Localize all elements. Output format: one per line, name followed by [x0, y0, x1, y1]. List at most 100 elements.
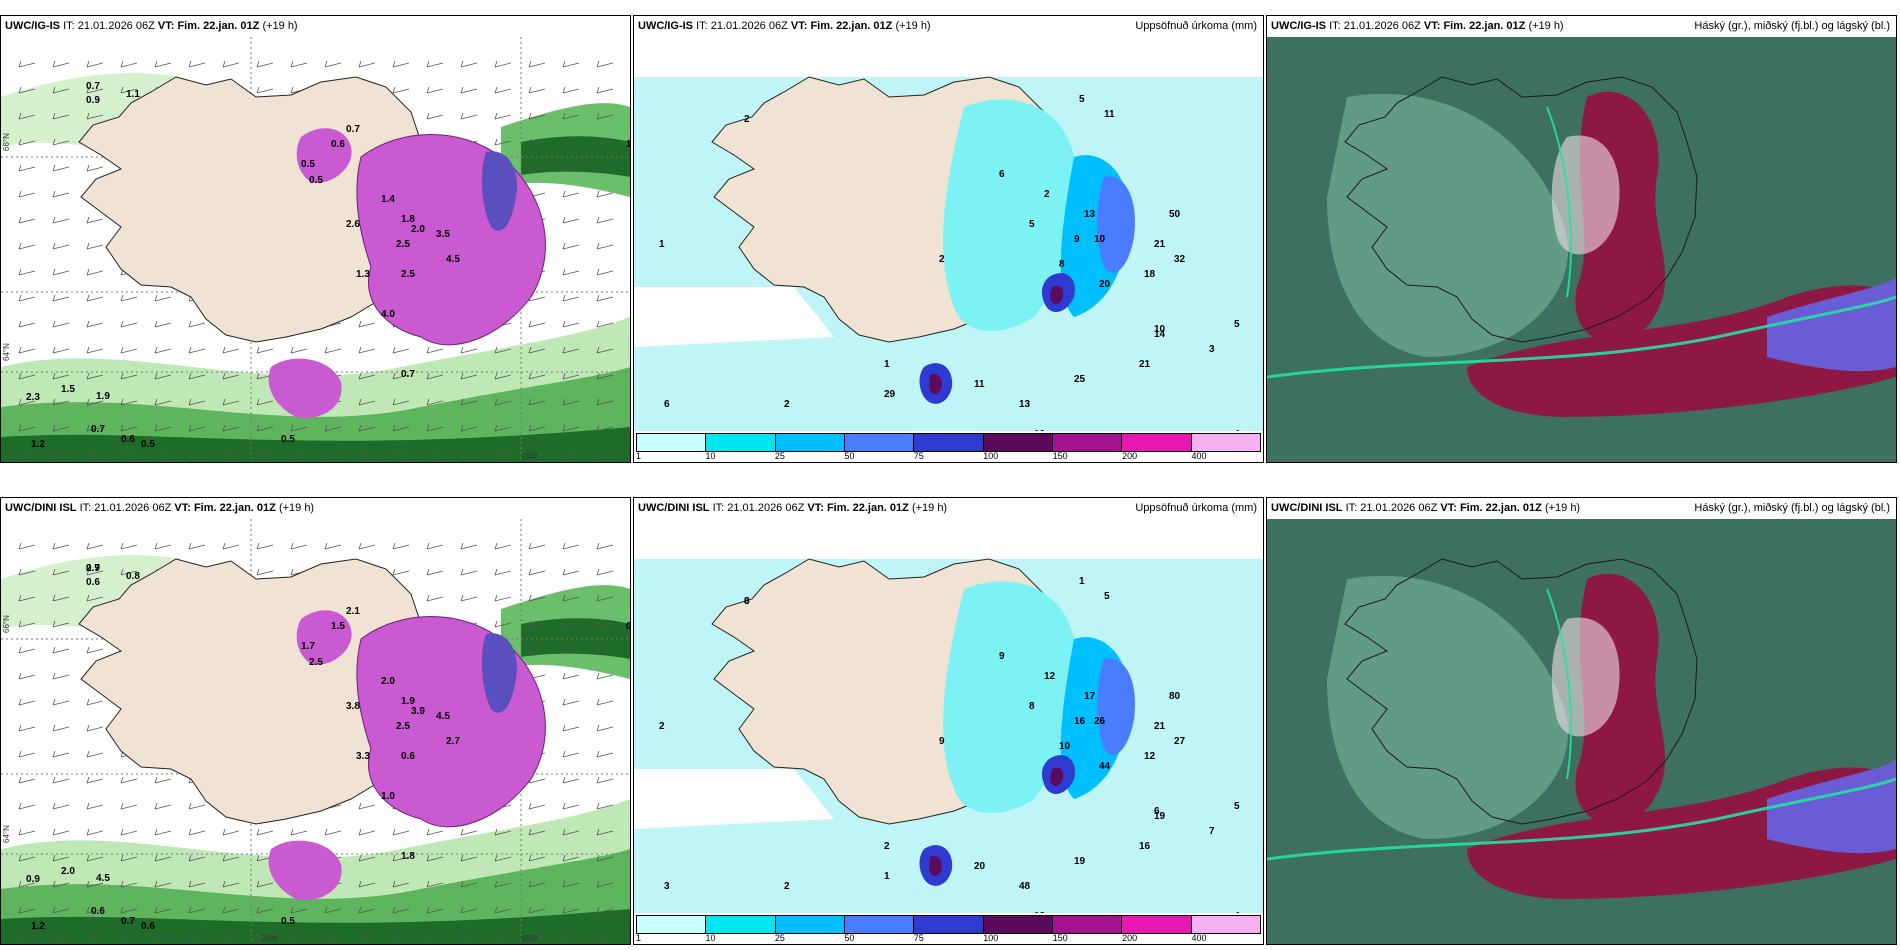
wind-barb: [18, 62, 36, 68]
wind-barb: [120, 778, 138, 784]
wind-barb-feather: [358, 60, 362, 68]
wind-barb: [290, 830, 308, 836]
wind-barb-feather: [562, 242, 566, 250]
snow-depth-label: 2.0: [411, 224, 425, 235]
wind-barb: [562, 622, 580, 628]
cloud-white-patch: [1551, 617, 1620, 737]
wind-barb-feather: [392, 86, 396, 94]
wind-barb: [86, 882, 104, 888]
wind-barb: [460, 62, 478, 68]
wind-barb: [120, 348, 138, 354]
wind-barb: [18, 400, 36, 406]
wind-barb: [120, 296, 138, 302]
wind-barb-feather: [86, 880, 90, 888]
precip-amount-label: 12: [1144, 751, 1156, 762]
snow-depth-label: 0.7: [346, 124, 360, 135]
wind-barb-feather: [562, 424, 566, 432]
wind-barb-feather: [528, 112, 532, 120]
wind-barb-feather: [596, 86, 600, 94]
snow-depth-label: 0.6: [86, 577, 100, 588]
lead-time: (+19 h): [1528, 20, 1564, 32]
wind-barb: [426, 348, 444, 354]
wind-barb: [222, 374, 240, 380]
wind-barb-feather: [494, 880, 498, 888]
wind-barb-feather: [392, 854, 396, 862]
wind-barb-feather: [256, 880, 260, 888]
legend-tick-label: 150: [1052, 933, 1068, 943]
precip-amount-label: 6: [744, 596, 750, 607]
wind-barb-feather: [256, 398, 260, 406]
wind-barb-feather: [596, 698, 600, 706]
wind-barb-feather: [358, 320, 362, 328]
wind-barb: [596, 452, 614, 458]
lat-edge-label: 64°N: [2, 825, 11, 843]
wind-barb: [596, 934, 614, 940]
wind-barb-feather: [392, 424, 396, 432]
snow-panel-row1: UWC/IG-IS IT: 21.01.2026 06Z VT: Fim. 22…: [0, 15, 631, 463]
wind-barb: [528, 166, 546, 172]
wind-barb-feather: [18, 594, 22, 602]
wind-barb: [188, 400, 206, 406]
wind-barb-feather: [86, 828, 90, 836]
precip-legend: 1 10 25 50 75 100 150 200 400: [634, 431, 1263, 462]
wind-barb-feather: [528, 880, 532, 888]
precip-legend: 1 10 25 50 75 100 150 200 400: [634, 913, 1263, 944]
wind-barb-feather: [426, 594, 430, 602]
wind-barb-feather: [494, 372, 498, 380]
wind-barb: [18, 700, 36, 706]
wind-barb-feather: [18, 164, 22, 172]
wind-barb-feather: [426, 568, 430, 576]
wind-barb-feather: [86, 242, 90, 250]
panel-header: UWC/DINI ISL IT: 21.01.2026 06Z VT: Fim.…: [634, 498, 1263, 519]
wind-barb: [562, 934, 580, 940]
precip-amount-label: 26: [1094, 716, 1106, 727]
wind-barb-feather: [188, 854, 192, 862]
it-value: 21.01.2026 06Z: [94, 502, 172, 514]
wind-barb: [392, 88, 410, 94]
it-value: 21.01.2026 06Z: [1360, 502, 1438, 514]
it-label: IT:: [696, 20, 708, 32]
wind-barb-feather: [52, 320, 56, 328]
wind-barb: [52, 674, 70, 680]
precip-amount-label: 7: [1209, 826, 1215, 837]
wind-barb-feather: [52, 138, 56, 146]
wind-barb-feather: [120, 880, 124, 888]
snow-depth-label: 3.8: [346, 701, 360, 712]
wind-barb: [426, 882, 444, 888]
snow-depth-label: 2.5: [309, 657, 323, 668]
wind-barb-feather: [120, 828, 124, 836]
precip-amount-label: 13: [1019, 399, 1031, 410]
wind-barb: [18, 778, 36, 784]
wind-barb: [18, 908, 36, 914]
snow-depth-label: 0.5: [281, 916, 295, 927]
it-label: IT:: [1345, 502, 1358, 514]
panel-header: UWC/DINI ISL IT: 21.01.2026 06Z VT: Fim.…: [1267, 498, 1896, 519]
wind-barb: [52, 934, 70, 940]
wind-barb: [596, 778, 614, 784]
wind-barb: [460, 570, 478, 576]
wind-barb-feather: [528, 542, 532, 550]
wind-barb-feather: [52, 594, 56, 602]
panel-header: UWC/DINI ISL IT: 21.01.2026 06Z VT: Fim.…: [1, 498, 630, 519]
wind-barb: [18, 192, 36, 198]
wind-barb: [52, 322, 70, 328]
wind-barb: [120, 322, 138, 328]
panel-header: UWC/IG-IS IT: 21.01.2026 06Z VT: Fim. 22…: [1, 16, 630, 37]
wind-barb-feather: [52, 854, 56, 862]
wind-barb-feather: [494, 346, 498, 354]
wind-barb-feather: [596, 268, 600, 276]
snow-depth-label: 0.9: [26, 874, 40, 885]
wind-barb-feather: [18, 724, 22, 732]
wind-barb: [562, 778, 580, 784]
wind-barb-feather: [358, 854, 362, 862]
wind-barb: [596, 348, 614, 354]
precip-amount-label: 2: [659, 721, 665, 732]
wind-barb-feather: [392, 346, 396, 354]
wind-barb-feather: [52, 112, 56, 120]
wind-barb: [392, 452, 410, 458]
precip-50mm: [1097, 176, 1135, 273]
wind-barb: [562, 348, 580, 354]
wind-barb: [86, 778, 104, 784]
no-precip-west: [634, 287, 834, 347]
wind-barb-feather: [256, 372, 260, 380]
